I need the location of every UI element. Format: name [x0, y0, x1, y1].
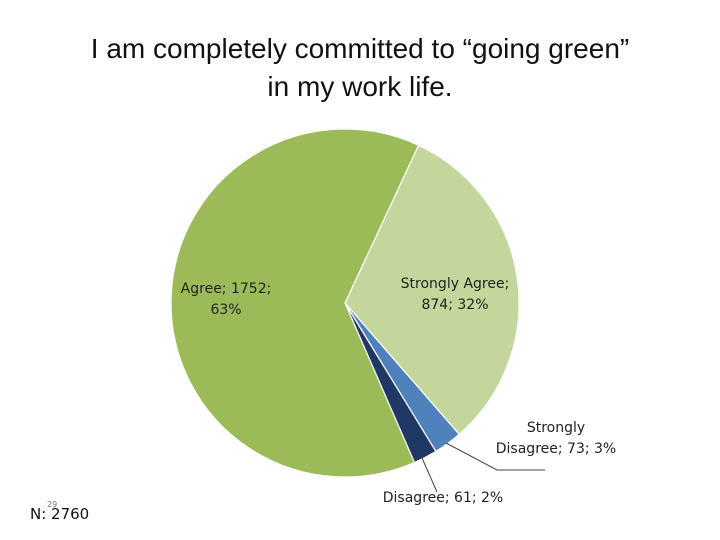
data-label-line: Strongly Agree;: [401, 276, 510, 292]
pie-slice-agree: [170, 128, 420, 478]
data-label-line: Agree; 1752;: [181, 281, 272, 297]
leader-line-strongly-disagree: [445, 442, 545, 471]
leader-lines: [421, 442, 545, 493]
sample-size-label: N: 2760: [30, 505, 90, 523]
data-label-line: 63%: [210, 302, 241, 318]
data-label-disagree: Disagree; 61; 2%: [383, 490, 503, 506]
data-labels: Strongly Agree; 874; 32% Strongly Disagree;…: [181, 276, 617, 506]
leader-line-disagree: [421, 457, 438, 493]
data-label-strongly-agree: Strongly Agree; 874; 32%: [401, 276, 510, 313]
chart-title-line-1: I am completely committed to “going gree…: [90, 33, 630, 64]
chart-title-line-2: in my work life.: [267, 71, 453, 102]
chart-title: I am completely committed to “going gree…: [40, 30, 680, 106]
data-label-strongly-disagree: Strongly Disagree; 73; 3%: [496, 420, 616, 457]
page-number: 29: [47, 500, 58, 509]
data-label-line: Strongly: [527, 420, 585, 436]
data-label-line: Disagree; 73; 3%: [496, 441, 616, 457]
pie-slice-strongly-agree: [344, 144, 520, 436]
data-label-line: Disagree; 61; 2%: [383, 490, 503, 506]
data-label-agree: Agree; 1752; 63%: [181, 281, 272, 318]
data-label-line: 874; 32%: [421, 297, 488, 313]
pie-slices: [170, 128, 520, 478]
